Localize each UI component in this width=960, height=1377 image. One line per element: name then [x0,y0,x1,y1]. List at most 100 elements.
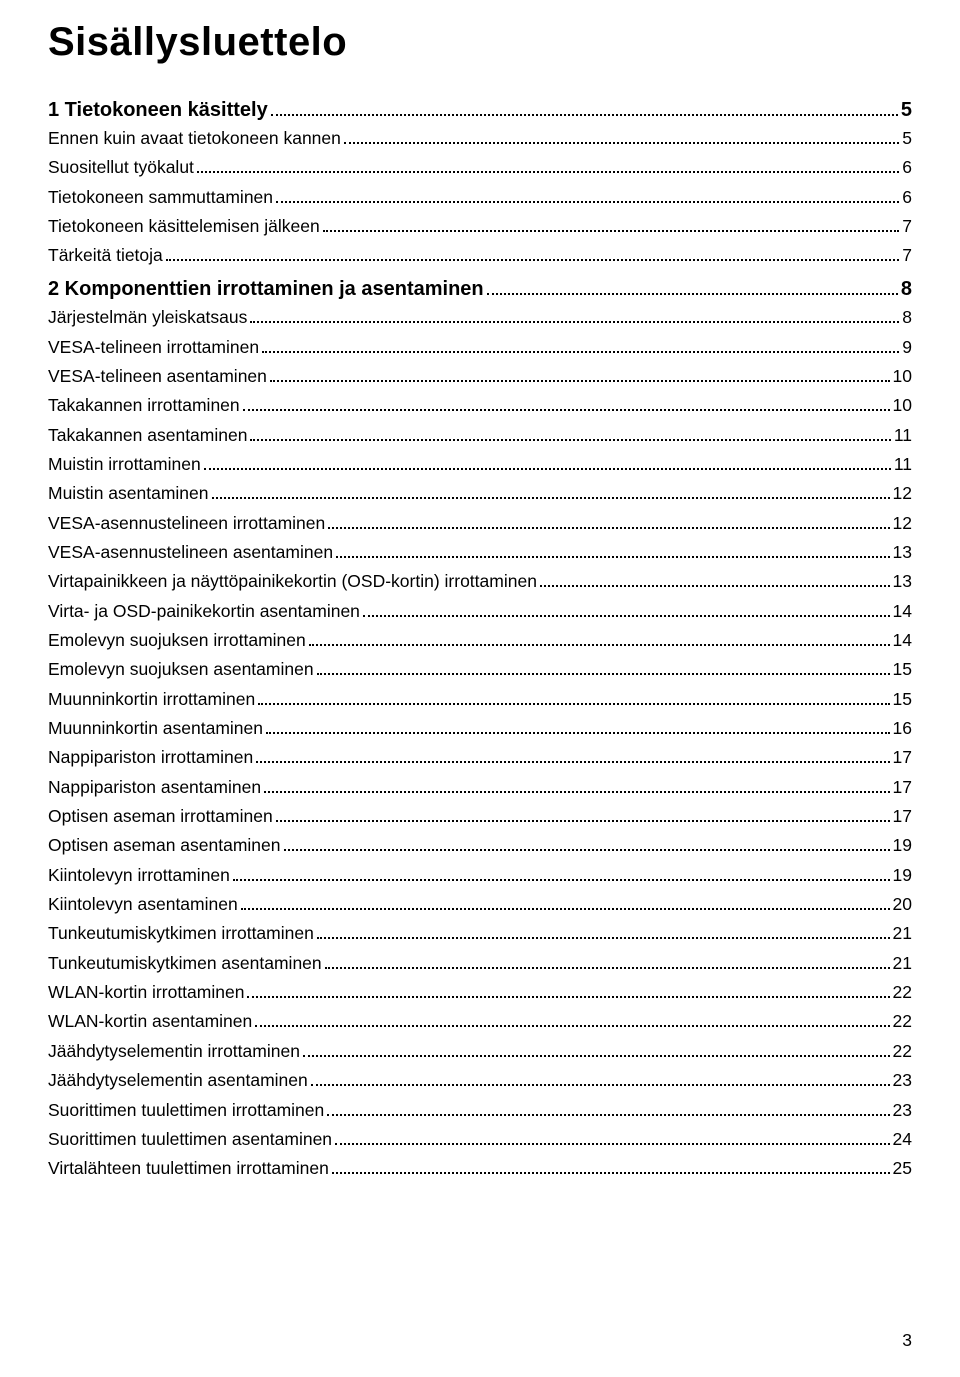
toc-chapter-label: 1 Tietokoneen käsittely [48,99,268,122]
toc-entry-page: 9 [902,335,912,360]
toc-entry-row[interactable]: Virtalähteen tuulettimen irrottaminen25 [48,1156,912,1181]
toc-entry-page: 14 [893,599,912,624]
toc-entry-row[interactable]: Tietokoneen käsittelemisen jälkeen7 [48,214,912,239]
toc-entry-label: Jäähdytyselementin irrottaminen [48,1039,300,1064]
toc-entry-page: 11 [894,452,912,477]
toc-leader-dots [250,311,899,324]
toc-entry-page: 22 [893,1039,912,1064]
toc-entry-page: 19 [893,863,912,888]
toc-entry-row[interactable]: Muistin irrottaminen 11 [48,452,912,477]
toc-entry-row[interactable]: Ennen kuin avaat tietokoneen kannen5 [48,126,912,151]
toc-chapter-row[interactable]: 1 Tietokoneen käsittely5 [48,99,912,122]
toc-entry-label: Kiintolevyn irrottaminen [48,863,230,888]
toc-entry-row[interactable]: Emolevyn suojuksen irrottaminen14 [48,628,912,653]
toc-entry-row[interactable]: Tärkeitä tietoja7 [48,243,912,268]
footer-page-number: 3 [902,1330,912,1351]
toc-leader-dots [197,161,899,174]
toc-entry-row[interactable]: Kiintolevyn irrottaminen 19 [48,863,912,888]
toc-entry-label: Tunkeutumiskytkimen asentaminen [48,951,322,976]
toc-entry-label: Takakannen asentaminen [48,423,247,448]
toc-entry-page: 12 [893,511,912,536]
toc-entry-row[interactable]: WLAN-kortin irrottaminen22 [48,980,912,1005]
toc-entry-label: VESA-asennustelineen irrottaminen [48,511,325,536]
toc-entry-label: Suorittimen tuulettimen irrottaminen [48,1098,324,1123]
toc-entry-row[interactable]: Suositellut työkalut6 [48,155,912,180]
toc-entry-row[interactable]: Virta- ja OSD-painikekortin asentaminen1… [48,599,912,624]
toc-entry-row[interactable]: Tunkeutumiskytkimen irrottaminen21 [48,921,912,946]
toc-entry-row[interactable]: Tietokoneen sammuttaminen6 [48,185,912,210]
toc-leader-dots [327,1103,889,1116]
toc-entry-page: 10 [893,364,912,389]
toc-entry-row[interactable]: Kiintolevyn asentaminen20 [48,892,912,917]
toc-entry-row[interactable]: Tunkeutumiskytkimen asentaminen 21 [48,951,912,976]
toc-entry-page: 23 [893,1098,912,1123]
toc-entry-row[interactable]: Nappipariston irrottaminen17 [48,745,912,770]
toc-entry-page: 7 [902,243,912,268]
toc-entry-label: Jäähdytyselementin asentaminen [48,1068,308,1093]
toc-leader-dots [241,898,890,911]
toc-entry-row[interactable]: WLAN-kortin asentaminen 22 [48,1009,912,1034]
toc-entry-page: 14 [893,628,912,653]
toc-leader-dots [540,575,890,588]
toc-entry-page: 21 [893,951,912,976]
toc-entry-row[interactable]: Nappipariston asentaminen17 [48,775,912,800]
toc-entry-row[interactable]: Virtapainikkeen ja näyttöpainikekortin (… [48,569,912,594]
toc-entry-label: Järjestelmän yleiskatsaus [48,305,247,330]
toc-entry-row[interactable]: VESA-telineen asentaminen10 [48,364,912,389]
toc-entry-row[interactable]: Muunninkortin irrottaminen15 [48,687,912,712]
toc-entry-label: Suorittimen tuulettimen asentaminen [48,1127,332,1152]
toc-entry-row[interactable]: Jäähdytyselementin irrottaminen 22 [48,1039,912,1064]
toc-leader-dots [276,190,899,203]
toc-leader-dots [276,809,890,822]
toc-entry-label: Suositellut työkalut [48,155,194,180]
toc-entry-page: 22 [893,1009,912,1034]
toc-leader-dots [335,1132,889,1145]
toc-leader-dots [309,633,890,646]
toc-entry-page: 20 [893,892,912,917]
toc-entry-row[interactable]: VESA-asennustelineen irrottaminen 12 [48,511,912,536]
toc-entry-row[interactable]: Suorittimen tuulettimen asentaminen24 [48,1127,912,1152]
toc-entry-row[interactable]: Takakannen irrottaminen10 [48,393,912,418]
toc-entry-label: Tietokoneen sammuttaminen [48,185,273,210]
toc-leader-dots [363,604,890,617]
toc-entry-row[interactable]: VESA-asennustelineen asentaminen13 [48,540,912,565]
toc-leader-dots [266,721,890,734]
toc-entry-label: Optisen aseman asentaminen [48,833,281,858]
toc-entry-label: Tunkeutumiskytkimen irrottaminen [48,921,314,946]
toc-leader-dots [264,780,889,793]
toc-entry-label: WLAN-kortin asentaminen [48,1009,252,1034]
toc-leader-dots [317,663,890,676]
toc-leader-dots [487,281,898,295]
toc-entry-row[interactable]: Jäähdytyselementin asentaminen 23 [48,1068,912,1093]
toc-entry-label: Muunninkortin asentaminen [48,716,263,741]
toc-entry-row[interactable]: Muunninkortin asentaminen16 [48,716,912,741]
toc-entry-row[interactable]: VESA-telineen irrottaminen9 [48,335,912,360]
toc-entry-label: Muistin asentaminen [48,481,209,506]
toc-entry-label: Nappipariston asentaminen [48,775,261,800]
toc-leader-dots [284,839,890,852]
toc-entry-label: Takakannen irrottaminen [48,393,240,418]
toc-entry-page: 11 [894,423,912,448]
toc-entry-label: Virtapainikkeen ja näyttöpainikekortin (… [48,569,537,594]
toc-entry-page: 8 [902,305,912,330]
toc-entry-page: 15 [893,657,912,682]
toc-chapter-row[interactable]: 2 Komponenttien irrottaminen ja asentami… [48,278,912,301]
toc-entry-row[interactable]: Suorittimen tuulettimen irrottaminen 23 [48,1098,912,1123]
toc-entry-row[interactable]: Emolevyn suojuksen asentaminen 15 [48,657,912,682]
toc-entry-label: Nappipariston irrottaminen [48,745,253,770]
toc-leader-dots [311,1074,890,1087]
toc-entry-row[interactable]: Optisen aseman asentaminen19 [48,833,912,858]
toc-entry-label: Muistin irrottaminen [48,452,201,477]
toc-entry-page: 13 [893,540,912,565]
toc-entry-label: Emolevyn suojuksen asentaminen [48,657,314,682]
toc-entry-label: Optisen aseman irrottaminen [48,804,273,829]
toc-entry-row[interactable]: Takakannen asentaminen 11 [48,423,912,448]
toc-entry-label: WLAN-kortin irrottaminen [48,980,244,1005]
toc-leader-dots [204,457,891,470]
toc-entry-row[interactable]: Muistin asentaminen12 [48,481,912,506]
toc-entry-row[interactable]: Optisen aseman irrottaminen17 [48,804,912,829]
toc-entry-page: 23 [893,1068,912,1093]
toc-page: Sisällysluettelo 1 Tietokoneen käsittely… [0,0,960,1377]
toc-entry-row[interactable]: Järjestelmän yleiskatsaus 8 [48,305,912,330]
toc-leader-dots [256,751,889,764]
